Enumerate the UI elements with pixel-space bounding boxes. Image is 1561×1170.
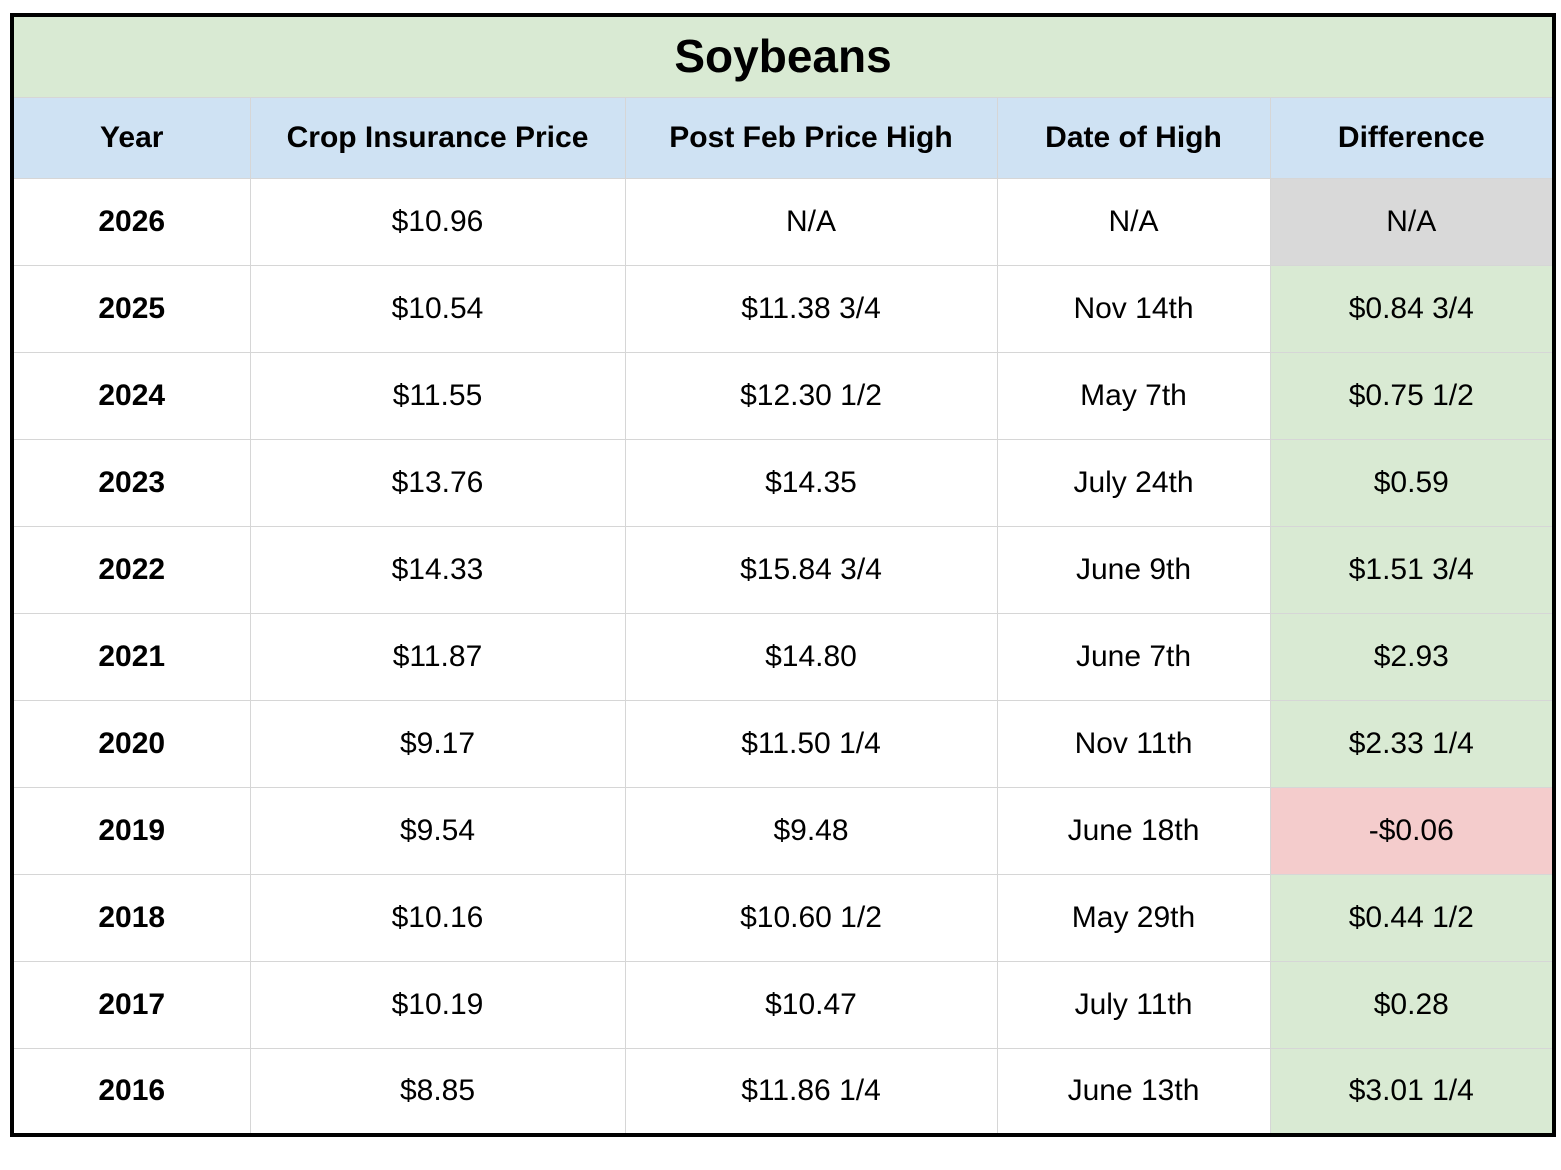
post-feb-price-high-cell: N/A — [624, 177, 998, 266]
table-row-2024: 2024 $11.55 $12.30 1/2 May 7th $0.75 1/2 — [11, 351, 1555, 440]
year-cell: 2025 — [11, 264, 251, 353]
soybeans-table-container: Soybeans Year Crop Insurance Price Post … — [10, 13, 1557, 1137]
crop-insurance-price-cell: $10.54 — [249, 264, 626, 353]
table-row-2019: 2019 $9.54 $9.48 June 18th -$0.06 — [11, 786, 1555, 875]
difference-cell: $0.44 1/2 — [1269, 873, 1555, 962]
post-feb-price-high-cell: $12.30 1/2 — [624, 351, 998, 440]
difference-cell: $0.84 3/4 — [1269, 264, 1555, 353]
crop-insurance-price-cell: $9.17 — [249, 699, 626, 788]
date-of-high-cell: Nov 11th — [996, 699, 1271, 788]
column-header-year: Year — [11, 96, 251, 179]
post-feb-price-high-cell: $15.84 3/4 — [624, 525, 998, 614]
crop-insurance-price-cell: $10.16 — [249, 873, 626, 962]
date-of-high-cell: June 13th — [996, 1047, 1271, 1136]
year-cell: 2024 — [11, 351, 251, 440]
year-cell: 2020 — [11, 699, 251, 788]
post-feb-price-high-cell: $10.47 — [624, 960, 998, 1049]
table-title: Soybeans — [11, 14, 1555, 98]
post-feb-price-high-cell: $11.50 1/4 — [624, 699, 998, 788]
post-feb-price-high-cell: $10.60 1/2 — [624, 873, 998, 962]
year-cell: 2021 — [11, 612, 251, 701]
crop-insurance-price-cell: $9.54 — [249, 786, 626, 875]
crop-insurance-price-cell: $10.19 — [249, 960, 626, 1049]
date-of-high-cell: June 9th — [996, 525, 1271, 614]
column-header-difference: Difference — [1269, 96, 1555, 179]
crop-insurance-price-cell: $8.85 — [249, 1047, 626, 1136]
column-header-date-of-high: Date of High — [996, 96, 1271, 179]
table-row-2018: 2018 $10.16 $10.60 1/2 May 29th $0.44 1/… — [11, 873, 1555, 962]
post-feb-price-high-cell: $14.35 — [624, 438, 998, 527]
crop-insurance-price-cell: $10.96 — [249, 177, 626, 266]
year-cell: 2016 — [11, 1047, 251, 1136]
difference-cell: $2.93 — [1269, 612, 1555, 701]
crop-insurance-price-cell: $14.33 — [249, 525, 626, 614]
year-cell: 2017 — [11, 960, 251, 1049]
post-feb-price-high-cell: $9.48 — [624, 786, 998, 875]
column-header-crop-insurance-price: Crop Insurance Price — [249, 96, 626, 179]
table-row-2022: 2022 $14.33 $15.84 3/4 June 9th $1.51 3/… — [11, 525, 1555, 614]
difference-cell: N/A — [1269, 177, 1555, 266]
table-row-2026: 2026 $10.96 N/A N/A N/A — [11, 177, 1555, 266]
post-feb-price-high-cell: $11.38 3/4 — [624, 264, 998, 353]
table-row-2023: 2023 $13.76 $14.35 July 24th $0.59 — [11, 438, 1555, 527]
crop-insurance-price-cell: $11.55 — [249, 351, 626, 440]
date-of-high-cell: June 7th — [996, 612, 1271, 701]
year-cell: 2023 — [11, 438, 251, 527]
year-cell: 2026 — [11, 177, 251, 266]
table-row-2017: 2017 $10.19 $10.47 July 11th $0.28 — [11, 960, 1555, 1049]
table-title-row: Soybeans — [11, 14, 1555, 98]
table-row-2016: 2016 $8.85 $11.86 1/4 June 13th $3.01 1/… — [11, 1047, 1555, 1136]
difference-cell: -$0.06 — [1269, 786, 1555, 875]
date-of-high-cell: July 24th — [996, 438, 1271, 527]
date-of-high-cell: Nov 14th — [996, 264, 1271, 353]
column-header-post-feb-price-high: Post Feb Price High — [624, 96, 998, 179]
crop-insurance-price-cell: $11.87 — [249, 612, 626, 701]
difference-cell: $1.51 3/4 — [1269, 525, 1555, 614]
table-row-2021: 2021 $11.87 $14.80 June 7th $2.93 — [11, 612, 1555, 701]
soybeans-price-table: Soybeans Year Crop Insurance Price Post … — [10, 13, 1557, 1137]
table-header-row: Year Crop Insurance Price Post Feb Price… — [11, 96, 1555, 179]
difference-cell: $3.01 1/4 — [1269, 1047, 1555, 1136]
post-feb-price-high-cell: $11.86 1/4 — [624, 1047, 998, 1136]
year-cell: 2022 — [11, 525, 251, 614]
year-cell: 2018 — [11, 873, 251, 962]
post-feb-price-high-cell: $14.80 — [624, 612, 998, 701]
table-row-2025: 2025 $10.54 $11.38 3/4 Nov 14th $0.84 3/… — [11, 264, 1555, 353]
difference-cell: $0.28 — [1269, 960, 1555, 1049]
difference-cell: $0.59 — [1269, 438, 1555, 527]
table-row-2020: 2020 $9.17 $11.50 1/4 Nov 11th $2.33 1/4 — [11, 699, 1555, 788]
date-of-high-cell: May 7th — [996, 351, 1271, 440]
difference-cell: $2.33 1/4 — [1269, 699, 1555, 788]
year-cell: 2019 — [11, 786, 251, 875]
date-of-high-cell: May 29th — [996, 873, 1271, 962]
difference-cell: $0.75 1/2 — [1269, 351, 1555, 440]
date-of-high-cell: June 18th — [996, 786, 1271, 875]
date-of-high-cell: July 11th — [996, 960, 1271, 1049]
crop-insurance-price-cell: $13.76 — [249, 438, 626, 527]
date-of-high-cell: N/A — [996, 177, 1271, 266]
